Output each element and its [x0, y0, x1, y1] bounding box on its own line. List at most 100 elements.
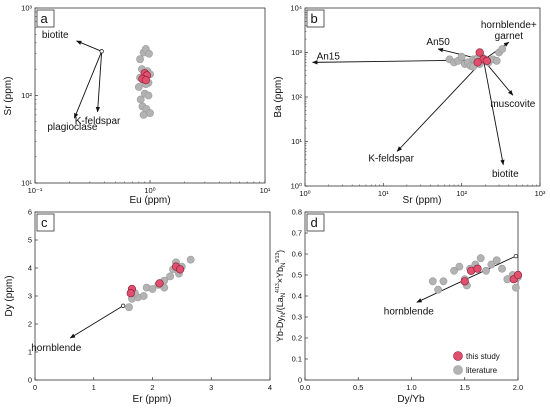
panel-b-ytick-label: 10⁴ — [290, 4, 302, 13]
panel-a: a 10⁻¹ 10⁰ 10¹ 10¹ 10² 10³ biotite plagioclase… — [3, 4, 271, 207]
panel-b-ytick-label: 10³ — [291, 48, 302, 57]
panel-b-ytick-label: 10¹ — [291, 137, 302, 146]
panel-d-ylabel: Yb-DyN/(LaN4/13×YbN9/13) — [275, 250, 287, 342]
panel-c-xtick-label: 3 — [209, 383, 213, 392]
panel-a-xtick-label: 10¹ — [260, 186, 271, 195]
panel-d-ytick-label: 0 — [298, 376, 302, 385]
panel-a-point-literature — [139, 111, 148, 119]
panel-c-ytick-label: 6 — [28, 208, 32, 217]
panel-d-ytick-label: 0.7 — [292, 229, 302, 238]
panel-d-xtick-label: 1.5 — [460, 383, 470, 392]
panel-b-point-literature — [498, 45, 507, 53]
legend-this-study-label: this study — [466, 352, 500, 361]
panel-d-point-literature — [476, 254, 485, 263]
panel-b-vector — [483, 59, 505, 166]
panel-a-xtick-label: 10⁻¹ — [28, 186, 43, 195]
panel-a-ylabel: Sr (ppm) — [3, 77, 14, 116]
panel-a-letter-box — [36, 9, 55, 28]
panel-d-point-literature — [439, 277, 448, 286]
panel-d-ytick-label: 0.4 — [292, 292, 302, 301]
panel-d-ytick-label: 0.1 — [292, 355, 302, 364]
panel-b-point-this-study — [473, 58, 482, 67]
panel-a-xlabel: Eu (ppm) — [129, 195, 170, 206]
panel-b-xtick-label: 10⁰ — [299, 189, 310, 198]
panel-d-point-this-study — [460, 277, 469, 286]
panel-b-vector-label: K-feldspar — [368, 153, 414, 164]
panel-b-ylabel: Ba (ppm) — [273, 76, 284, 117]
panel-c-ytick-label: 5 — [28, 236, 32, 245]
panel-c-point-this-study — [176, 265, 185, 274]
panel-c-xtick-label: 1 — [92, 383, 96, 392]
panel-c-letter-box — [36, 213, 55, 232]
panel-b-ytick-label: 10⁰ — [291, 182, 302, 191]
panel-b: b 10⁰ 10¹ 10² 10³ 10⁰ 10¹ 10² 10³ 10⁴ An50 An15 ho… — [273, 4, 546, 207]
svg-text:Yb-DyN/(LaN4/13×YbN9/13): Yb-DyN/(LaN4/13×YbN9/13) — [275, 250, 287, 342]
panel-b-xtick-label: 10¹ — [378, 189, 389, 198]
panel-d-ytick-label: 0.8 — [292, 208, 302, 217]
panel-c-point-literature — [139, 292, 148, 300]
panel-a-ytick-label: 10¹ — [21, 179, 32, 188]
panel-d-point-literature — [450, 266, 458, 275]
panel-b-point-this-study — [475, 48, 484, 57]
panel-d-letter: d — [311, 215, 318, 230]
panel-d-xtick-label: 0.0 — [300, 383, 310, 392]
panel-c-ytick-label: 2 — [28, 320, 32, 329]
panel-c-vector — [69, 305, 124, 339]
panel-d-xlabel: Dy/Yb — [397, 394, 425, 405]
panel-a-point-literature — [145, 49, 153, 58]
panel-b-point-literature — [492, 56, 501, 65]
panel-a-point-literature — [144, 91, 153, 100]
panel-a-point-literature — [134, 83, 143, 91]
panel-b-vector — [396, 59, 484, 152]
panel-a-point-literature — [136, 95, 145, 104]
panel-c-point-literature — [166, 272, 175, 281]
panel-b-vector-label: hornblende+ garnet — [481, 20, 537, 42]
panel-c-xtick-label: 0 — [33, 383, 37, 392]
panel-a-point-literature — [136, 55, 144, 64]
panel-d-point-literature — [482, 266, 490, 275]
panel-a-ytick-label: 10² — [21, 91, 32, 100]
panel-b-xtick-label: 10³ — [535, 189, 546, 198]
panel-d-ytick-label: 0.2 — [292, 334, 302, 343]
panel-c-point-literature — [186, 255, 195, 264]
panel-c-ytick-label: 4 — [28, 264, 32, 273]
panel-b-ytick-label: 10² — [291, 93, 302, 102]
panel-c: c 0 1 2 3 4 0 1 2 3 4 5 6 hornblende Er (ppm) Dy (p… — [4, 208, 272, 406]
panel-c-point-literature — [148, 285, 157, 293]
panel-a-vector-label: K-feldspar — [75, 116, 121, 127]
panel-d-ytick-label: 0.6 — [292, 250, 302, 259]
panel-c-ylabel: Dy (ppm) — [4, 275, 15, 316]
legend: this study literature — [453, 351, 500, 375]
panel-d-xtick-label: 2.0 — [513, 383, 523, 392]
panel-a-vector — [95, 51, 103, 113]
panel-d-point-literature — [455, 262, 464, 271]
legend-literature-marker — [453, 365, 463, 375]
panel-a-vector — [76, 40, 102, 52]
panel-a-letter: a — [41, 11, 49, 26]
panel-c-ytick-label: 3 — [28, 292, 32, 301]
panel-a-vector-label: biotite — [42, 30, 69, 41]
panel-c-vector-origin — [120, 303, 126, 308]
panel-c-frame — [34, 211, 271, 381]
panel-b-vector-label: An15 — [317, 51, 341, 62]
svg-text:Dy (ppm): Dy (ppm) — [4, 275, 15, 316]
panel-d-point-literature — [428, 277, 437, 286]
panel-a-vector — [73, 51, 103, 119]
panel-d: d 0.0 0.5 1.0 1.5 2.0 0 0.1 0.2 0.3 0.4 0.5 0.6 0.7 0… — [275, 208, 523, 406]
panel-d-point-this-study — [513, 270, 523, 280]
panel-b-xtick-label: 10² — [456, 189, 467, 198]
panel-d-xtick-label: 0.5 — [353, 383, 363, 392]
panel-a-point-literature — [146, 109, 154, 117]
panel-c-ytick-label: 0 — [28, 376, 32, 385]
panel-c-vector-label: hornblende — [31, 343, 81, 354]
panel-b-point-this-study — [482, 56, 492, 65]
panel-c-letter: c — [41, 215, 48, 230]
panel-a-xtick-label: 10⁰ — [144, 186, 155, 195]
panel-c-point-literature — [125, 303, 133, 312]
panel-d-letter-box — [306, 213, 325, 232]
panel-d-vector-origin — [513, 253, 519, 259]
panel-b-point-literature — [457, 52, 466, 61]
panel-d-point-literature — [434, 285, 443, 294]
legend-literature-label: literature — [466, 366, 498, 375]
